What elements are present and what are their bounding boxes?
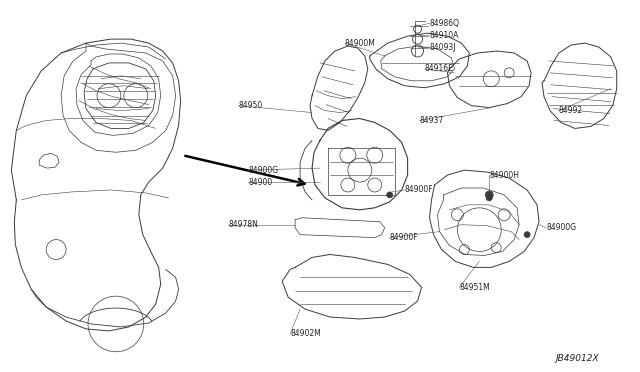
Text: 84900F: 84900F <box>404 186 433 195</box>
Text: 84902M: 84902M <box>290 329 321 339</box>
Circle shape <box>387 192 393 198</box>
Text: 84900G: 84900G <box>248 166 278 174</box>
Text: 84950: 84950 <box>238 101 262 110</box>
Text: 84910A: 84910A <box>429 31 459 40</box>
Circle shape <box>486 195 492 201</box>
Text: 84937: 84937 <box>420 116 444 125</box>
Text: 84978N: 84978N <box>228 220 259 229</box>
Text: 84900G: 84900G <box>546 223 576 232</box>
Text: 84900F: 84900F <box>390 233 419 242</box>
Text: 84992: 84992 <box>559 106 583 115</box>
Text: 84986Q: 84986Q <box>429 19 460 28</box>
Text: 84900H: 84900H <box>489 171 519 180</box>
Text: 84093J: 84093J <box>429 42 456 52</box>
Text: 84951M: 84951M <box>460 283 490 292</box>
Text: 84916E: 84916E <box>424 64 453 73</box>
Text: 84900M: 84900M <box>345 39 376 48</box>
Circle shape <box>485 191 493 199</box>
Text: JB49012X: JB49012X <box>555 354 599 363</box>
Text: 84900: 84900 <box>248 177 273 186</box>
Circle shape <box>524 232 530 238</box>
